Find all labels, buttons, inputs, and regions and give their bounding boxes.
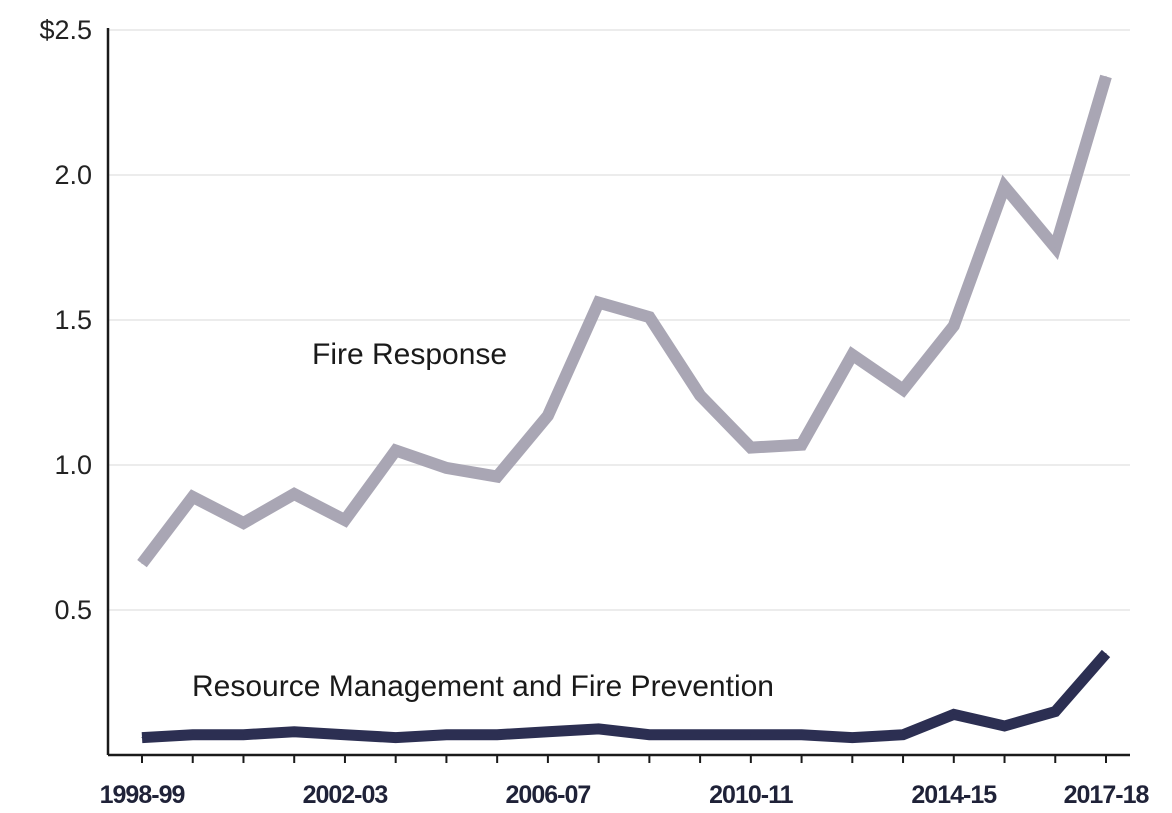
data-point — [750, 734, 752, 736]
x-tick-label: 2002-03 — [303, 781, 388, 809]
gridlines — [108, 29, 1130, 611]
data-point — [242, 734, 244, 736]
x-tick-label: 2017-18 — [1064, 781, 1150, 809]
data-point — [344, 519, 346, 521]
data-point — [547, 415, 549, 417]
axes — [106, 28, 1130, 763]
data-point — [851, 354, 853, 356]
data-point — [1054, 247, 1056, 248]
data-point — [344, 734, 346, 736]
data-point — [902, 734, 904, 736]
series-line-0 — [137, 74, 1112, 568]
y-tick-label: $2.5 — [39, 15, 92, 45]
data-point — [242, 522, 244, 524]
series-line-1 — [141, 649, 1111, 744]
data-point — [953, 325, 955, 327]
data-point — [293, 493, 295, 495]
data-point — [1004, 186, 1006, 188]
data-point — [750, 447, 752, 449]
y-tick-label: 2.0 — [54, 160, 92, 190]
data-point — [801, 444, 803, 446]
data-point — [445, 734, 447, 736]
series-label: Resource Management and Fire Prevention — [192, 670, 774, 703]
data-point — [699, 734, 701, 736]
y-tick-label: 1.5 — [54, 305, 92, 335]
data-point — [395, 737, 397, 739]
series-lines — [137, 74, 1112, 744]
x-tick-label: 2006-07 — [506, 781, 591, 809]
x-tick-label: 1998-99 — [100, 781, 185, 809]
data-point — [141, 563, 143, 565]
data-point — [902, 389, 904, 391]
data-point — [1054, 711, 1056, 712]
data-point — [192, 496, 194, 498]
data-point — [141, 737, 143, 739]
data-point — [598, 302, 600, 304]
data-point — [1105, 75, 1107, 77]
data-point — [445, 467, 447, 469]
data-point — [598, 728, 600, 730]
data-point — [801, 734, 803, 736]
data-point — [1004, 725, 1006, 727]
data-point — [648, 316, 650, 318]
data-point — [192, 734, 194, 736]
y-tick-label: 0.5 — [54, 595, 92, 625]
data-point — [547, 731, 549, 733]
data-point — [953, 713, 955, 715]
series-label: Fire Response — [312, 338, 507, 371]
data-point — [1105, 653, 1107, 654]
x-tick-label: 2014-15 — [911, 781, 997, 809]
y-tick-label: 1.0 — [54, 450, 92, 480]
data-point — [648, 734, 650, 736]
data-point — [293, 731, 295, 733]
data-point — [496, 734, 498, 736]
data-point — [851, 737, 853, 739]
x-tick-label: 2010-11 — [709, 781, 793, 809]
labels: 0.5 1.0 1.5 2.0 $2.5 1998-99 2002-03 2006-07 201… — [39, 15, 1150, 809]
data-point — [395, 450, 397, 451]
data-point — [699, 394, 701, 396]
data-point — [496, 476, 498, 478]
